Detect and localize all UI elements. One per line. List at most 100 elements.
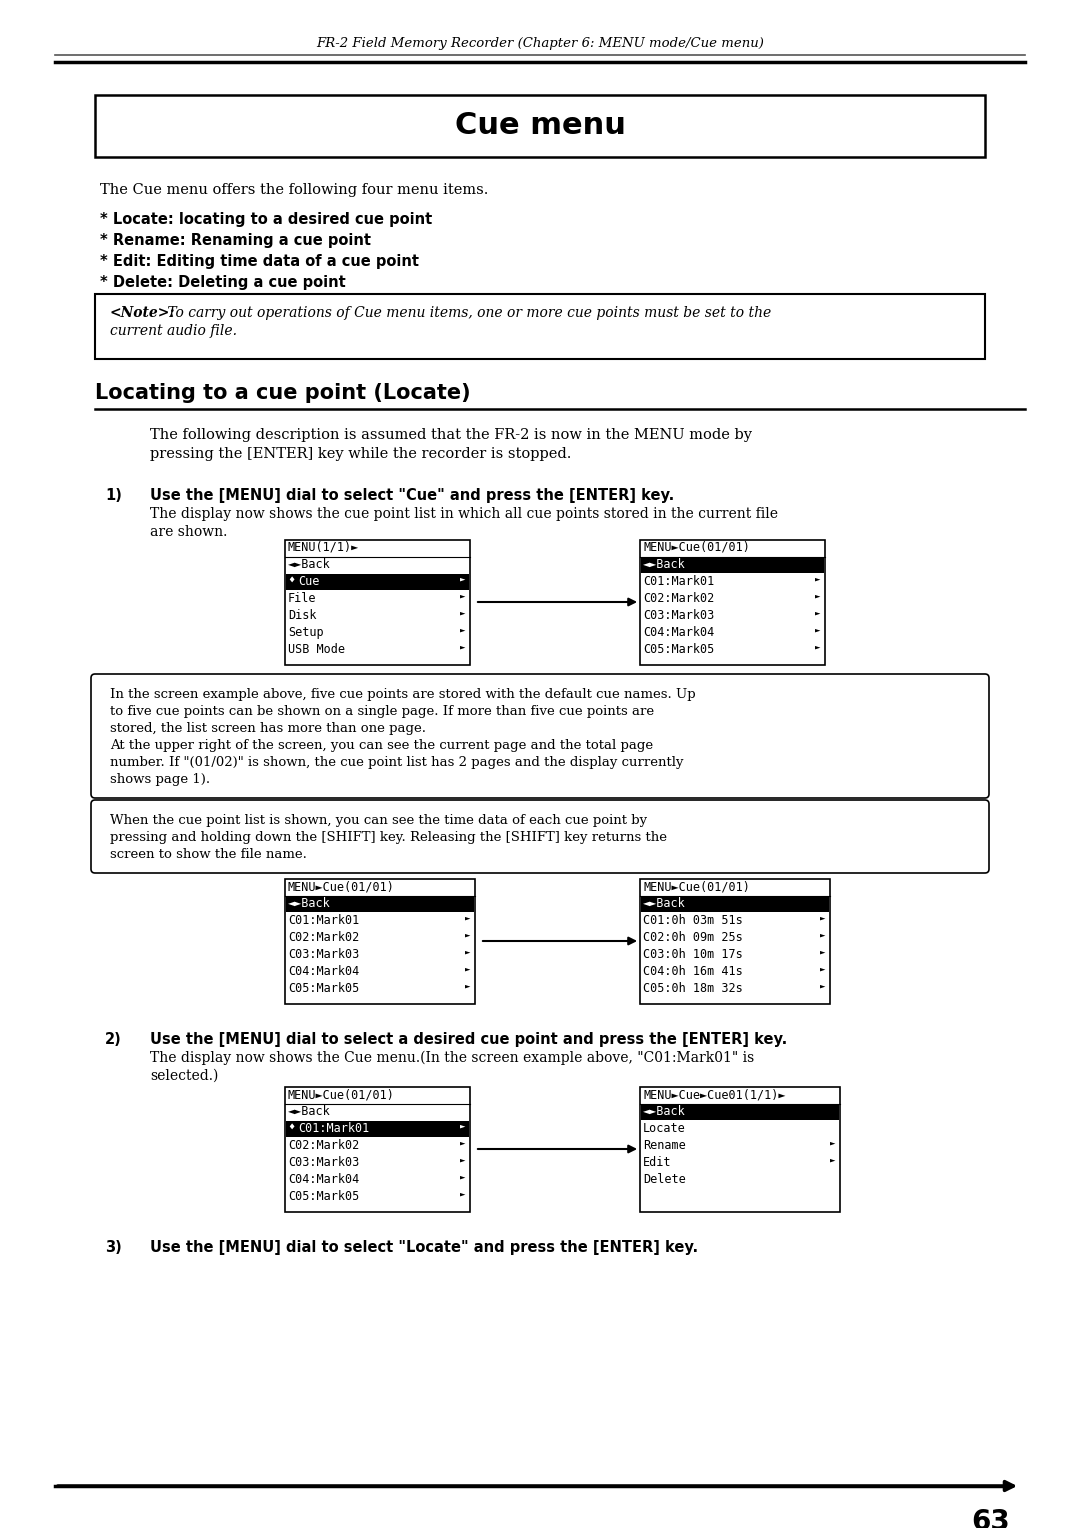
Text: <Note>:: <Note>: <box>110 306 175 319</box>
Text: C02:0h 09m 25s: C02:0h 09m 25s <box>643 931 743 944</box>
Text: C05:Mark05: C05:Mark05 <box>288 1190 360 1203</box>
Bar <box>286 575 469 590</box>
Text: ◄►Back: ◄►Back <box>288 897 330 911</box>
Text: C04:0h 16m 41s: C04:0h 16m 41s <box>643 966 743 978</box>
Text: ►: ► <box>815 626 821 636</box>
Text: C04:Mark04: C04:Mark04 <box>288 1174 360 1186</box>
Text: In the screen example above, five cue points are stored with the default cue nam: In the screen example above, five cue po… <box>110 688 696 701</box>
Text: ►: ► <box>460 1174 465 1183</box>
Text: ►: ► <box>460 1157 465 1164</box>
Bar <box>642 1105 839 1120</box>
Text: When the cue point list is shown, you can see the time data of each cue point by: When the cue point list is shown, you ca… <box>110 814 647 827</box>
Text: MENU►Cue(01/01): MENU►Cue(01/01) <box>288 880 395 892</box>
Text: stored, the list screen has more than one page.: stored, the list screen has more than on… <box>110 723 426 735</box>
Text: ►: ► <box>460 1122 465 1131</box>
Text: ►: ► <box>815 575 821 584</box>
Text: ►: ► <box>465 931 471 940</box>
Text: C01:Mark01: C01:Mark01 <box>288 914 360 927</box>
Text: C03:Mark03: C03:Mark03 <box>643 610 714 622</box>
Text: 2): 2) <box>105 1031 122 1047</box>
Text: * Delete: Deleting a cue point: * Delete: Deleting a cue point <box>100 275 346 290</box>
Text: At the upper right of the screen, you can see the current page and the total pag: At the upper right of the screen, you ca… <box>110 740 653 752</box>
Text: Use the [MENU] dial to select "Locate" and press the [ENTER] key.: Use the [MENU] dial to select "Locate" a… <box>150 1241 698 1254</box>
Text: ►: ► <box>820 931 825 940</box>
Text: MENU►Cue(01/01): MENU►Cue(01/01) <box>643 880 750 892</box>
Text: ►: ► <box>460 610 465 617</box>
Text: C04:Mark04: C04:Mark04 <box>288 966 360 978</box>
Text: MENU►Cue►Cue01(1/1)►: MENU►Cue►Cue01(1/1)► <box>643 1088 785 1102</box>
Text: ◄►Back: ◄►Back <box>643 1105 686 1118</box>
FancyBboxPatch shape <box>91 674 989 798</box>
Text: C02:Mark02: C02:Mark02 <box>643 591 714 605</box>
Text: Locate: Locate <box>643 1122 686 1135</box>
Text: ◄►Back: ◄►Back <box>643 558 686 571</box>
Text: Disk: Disk <box>288 610 316 622</box>
Bar <box>640 539 825 665</box>
Text: ►: ► <box>815 643 821 652</box>
Text: ►: ► <box>831 1157 835 1164</box>
Text: ►: ► <box>460 1190 465 1199</box>
Text: ◄►Back: ◄►Back <box>288 1105 330 1118</box>
Text: ►: ► <box>460 1138 465 1148</box>
Text: MENU►Cue(01/01): MENU►Cue(01/01) <box>288 1088 395 1102</box>
Text: screen to show the file name.: screen to show the file name. <box>110 848 307 860</box>
Text: ►: ► <box>465 966 471 973</box>
Bar <box>640 1086 840 1212</box>
Text: Rename: Rename <box>643 1138 686 1152</box>
Text: pressing and holding down the [SHIFT] key. Releasing the [SHIFT] key returns the: pressing and holding down the [SHIFT] ke… <box>110 831 667 843</box>
Text: ►: ► <box>815 610 821 617</box>
Text: ►: ► <box>460 591 465 601</box>
Text: ►: ► <box>460 643 465 652</box>
Text: To carry out operations of Cue menu items, one or more cue points must be set to: To carry out operations of Cue menu item… <box>163 306 771 319</box>
Text: ♦: ♦ <box>288 575 294 585</box>
Text: * Rename: Renaming a cue point: * Rename: Renaming a cue point <box>100 232 372 248</box>
Text: * Locate: locating to a desired cue point: * Locate: locating to a desired cue poin… <box>100 212 432 228</box>
Text: ►: ► <box>465 914 471 923</box>
Text: are shown.: are shown. <box>150 526 228 539</box>
Bar <box>285 879 475 1004</box>
Text: Use the [MENU] dial to select a desired cue point and press the [ENTER] key.: Use the [MENU] dial to select a desired … <box>150 1031 787 1047</box>
Bar <box>95 95 985 157</box>
Text: C01:Mark01: C01:Mark01 <box>298 1122 369 1135</box>
Text: C03:0h 10m 17s: C03:0h 10m 17s <box>643 947 743 961</box>
Text: ►: ► <box>465 983 471 992</box>
Text: C02:Mark02: C02:Mark02 <box>288 931 360 944</box>
Text: ►: ► <box>815 591 821 601</box>
Text: C02:Mark02: C02:Mark02 <box>288 1138 360 1152</box>
Text: ►: ► <box>820 983 825 992</box>
Text: The display now shows the cue point list in which all cue points stored in the c: The display now shows the cue point list… <box>150 507 778 521</box>
FancyBboxPatch shape <box>91 801 989 872</box>
Text: shows page 1).: shows page 1). <box>110 773 211 785</box>
Text: * Edit: Editing time data of a cue point: * Edit: Editing time data of a cue point <box>100 254 419 269</box>
Text: C05:0h 18m 32s: C05:0h 18m 32s <box>643 983 743 995</box>
Text: ◄►Back: ◄►Back <box>643 897 686 911</box>
Text: C05:Mark05: C05:Mark05 <box>288 983 360 995</box>
Text: selected.): selected.) <box>150 1070 218 1083</box>
Bar <box>286 1122 469 1137</box>
Text: ►: ► <box>820 914 825 923</box>
Bar <box>285 539 470 665</box>
Bar <box>642 558 824 573</box>
Text: Use the [MENU] dial to select "Cue" and press the [ENTER] key.: Use the [MENU] dial to select "Cue" and … <box>150 487 674 503</box>
Text: C03:Mark03: C03:Mark03 <box>288 947 360 961</box>
Text: C01:Mark01: C01:Mark01 <box>643 575 714 588</box>
Text: current audio file.: current audio file. <box>110 324 237 338</box>
Text: Cue menu: Cue menu <box>455 112 625 141</box>
Text: pressing the [ENTER] key while the recorder is stopped.: pressing the [ENTER] key while the recor… <box>150 448 571 461</box>
Text: MENU(1/1)►: MENU(1/1)► <box>288 541 360 555</box>
Text: to five cue points can be shown on a single page. If more than five cue points a: to five cue points can be shown on a sin… <box>110 704 654 718</box>
Text: ►: ► <box>820 947 825 957</box>
Text: File: File <box>288 591 316 605</box>
Bar <box>286 895 474 912</box>
Text: ►: ► <box>831 1138 835 1148</box>
Bar <box>640 879 831 1004</box>
Text: The display now shows the Cue menu.(In the screen example above, "C01:Mark01" is: The display now shows the Cue menu.(In t… <box>150 1051 754 1065</box>
Text: ►: ► <box>820 966 825 973</box>
Text: Delete: Delete <box>643 1174 686 1186</box>
Text: The following description is assumed that the FR-2 is now in the MENU mode by: The following description is assumed tha… <box>150 428 752 442</box>
Text: Cue: Cue <box>298 575 320 588</box>
Text: ►: ► <box>465 947 471 957</box>
Text: C03:Mark03: C03:Mark03 <box>288 1157 360 1169</box>
Bar <box>95 293 985 359</box>
Text: FR-2 Field Memory Recorder (Chapter 6: MENU mode/Cue menu): FR-2 Field Memory Recorder (Chapter 6: M… <box>316 37 764 50</box>
